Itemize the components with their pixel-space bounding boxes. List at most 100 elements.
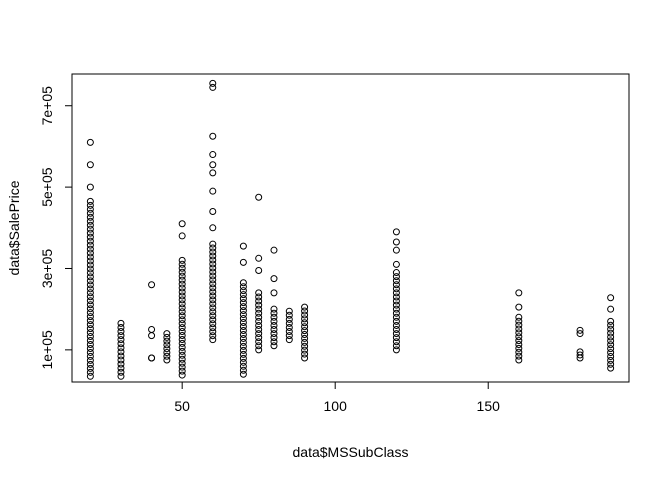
data-point: [163, 337, 171, 345]
data-point: [607, 352, 615, 360]
data-point: [607, 364, 615, 372]
data-point: [86, 261, 94, 269]
data-point-outlier: [270, 246, 278, 254]
data-point: [515, 317, 523, 325]
x-tick-label: 100: [324, 398, 348, 414]
data-point: [178, 280, 186, 288]
data-point: [86, 257, 94, 265]
data-point: [209, 264, 217, 272]
data-point: [178, 359, 186, 367]
data-point: [270, 326, 278, 334]
data-point: [209, 320, 217, 328]
data-point-outlier: [576, 326, 584, 334]
data-point: [301, 315, 309, 323]
data-point: [392, 277, 400, 285]
data-point: [239, 295, 247, 303]
data-point: [392, 338, 400, 346]
data-point: [607, 325, 615, 333]
data-point: [163, 352, 171, 360]
data-point: [117, 364, 125, 372]
data-point: [86, 273, 94, 281]
data-point: [178, 355, 186, 363]
data-point: [86, 241, 94, 249]
data-point: [209, 324, 217, 332]
data-point: [178, 328, 186, 336]
data-point: [117, 332, 125, 340]
data-point: [178, 308, 186, 316]
data-point: [239, 362, 247, 370]
data-point: [209, 248, 217, 256]
data-point: [255, 326, 263, 334]
data-point: [392, 281, 400, 289]
data-point: [392, 326, 400, 334]
data-point: [178, 324, 186, 332]
data-point: [178, 300, 186, 308]
data-point: [392, 334, 400, 342]
data-point: [178, 264, 186, 272]
data-point: [209, 312, 217, 320]
data-point: [515, 340, 523, 348]
x-axis-label: data$MSSubClass: [293, 444, 409, 460]
data-point: [392, 309, 400, 317]
data-point: [607, 317, 615, 325]
data-point: [255, 330, 263, 338]
data-point: [255, 321, 263, 329]
data-point: [301, 350, 309, 358]
data-point: [392, 313, 400, 321]
y-tick-label: 5e+05: [39, 167, 55, 207]
data-point: [239, 330, 247, 338]
x-tick-label: 50: [174, 398, 190, 414]
data-point-outlier: [209, 169, 217, 177]
data-point: [392, 342, 400, 350]
data-point: [117, 348, 125, 356]
data-point: [86, 352, 94, 360]
data-point: [117, 323, 125, 331]
data-point: [239, 358, 247, 366]
data-point-outlier: [576, 330, 584, 338]
data-point: [515, 337, 523, 345]
data-point: [239, 342, 247, 350]
data-point: [86, 337, 94, 345]
data-point-outlier: [86, 161, 94, 169]
data-point: [255, 289, 263, 297]
data-point: [285, 307, 293, 315]
data-point-outlier: [209, 187, 217, 195]
data-point: [178, 304, 186, 312]
data-point: [178, 343, 186, 351]
points-layer: [86, 79, 615, 380]
data-point: [117, 352, 125, 360]
data-point: [515, 325, 523, 333]
data-point: [178, 371, 186, 379]
data-point: [86, 344, 94, 352]
data-point: [86, 313, 94, 321]
data-point: [163, 348, 171, 356]
data-point: [86, 281, 94, 289]
data-point-outlier: [148, 281, 156, 289]
data-point: [178, 351, 186, 359]
data-point: [86, 356, 94, 364]
data-point-outlier: [148, 332, 156, 340]
data-point: [86, 305, 94, 313]
plot-frame: [71, 73, 630, 383]
data-point-outlier: [255, 254, 263, 262]
data-point: [239, 315, 247, 323]
data-point: [178, 363, 186, 371]
data-point: [270, 309, 278, 317]
data-point: [239, 354, 247, 362]
data-point: [607, 349, 615, 357]
data-point: [270, 313, 278, 321]
data-point-outlier: [270, 289, 278, 297]
data-point-outlier: [148, 326, 156, 334]
data-point-outlier: [515, 303, 523, 311]
data-point: [178, 272, 186, 280]
data-point: [163, 345, 171, 353]
data-point: [285, 319, 293, 327]
data-point: [392, 293, 400, 301]
data-point-outlier: [392, 246, 400, 254]
data-point-outlier: [86, 183, 94, 191]
data-point: [86, 348, 94, 356]
data-point: [178, 292, 186, 300]
data-point: [301, 338, 309, 346]
data-point: [285, 323, 293, 331]
